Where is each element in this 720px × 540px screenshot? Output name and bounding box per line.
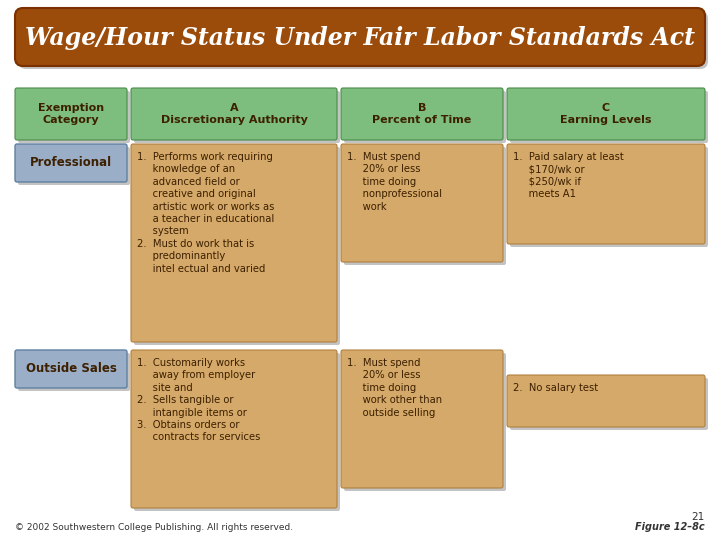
FancyBboxPatch shape <box>341 88 503 140</box>
FancyBboxPatch shape <box>18 11 708 69</box>
Text: 1.  Paid salary at least
     $170/wk or
     $250/wk if
     meets A1: 1. Paid salary at least $170/wk or $250/… <box>513 152 624 199</box>
Text: Professional: Professional <box>30 157 112 170</box>
FancyBboxPatch shape <box>18 91 130 143</box>
Text: 1.  Must spend
     20% or less
     time doing
     work other than
     outsid: 1. Must spend 20% or less time doing wor… <box>347 358 442 417</box>
Text: Exemption
Category: Exemption Category <box>38 103 104 125</box>
FancyBboxPatch shape <box>131 144 337 342</box>
Text: 2.  No salary test: 2. No salary test <box>513 383 598 393</box>
Text: 1.  Performs work requiring
     knowledge of an
     advanced field or
     cre: 1. Performs work requiring knowledge of … <box>137 152 274 274</box>
FancyBboxPatch shape <box>15 88 127 140</box>
FancyBboxPatch shape <box>18 147 130 185</box>
FancyBboxPatch shape <box>510 91 708 143</box>
FancyBboxPatch shape <box>15 144 127 182</box>
FancyBboxPatch shape <box>341 144 503 262</box>
FancyBboxPatch shape <box>344 91 506 143</box>
FancyBboxPatch shape <box>507 88 705 140</box>
FancyBboxPatch shape <box>131 88 337 140</box>
FancyBboxPatch shape <box>15 350 127 388</box>
FancyBboxPatch shape <box>131 350 337 508</box>
Text: Figure 12–8c: Figure 12–8c <box>635 522 705 532</box>
FancyBboxPatch shape <box>15 8 705 66</box>
FancyBboxPatch shape <box>134 353 340 511</box>
FancyBboxPatch shape <box>344 147 506 265</box>
FancyBboxPatch shape <box>341 350 503 488</box>
Text: 1.  Must spend
     20% or less
     time doing
     nonprofessional
     work: 1. Must spend 20% or less time doing non… <box>347 152 442 212</box>
FancyBboxPatch shape <box>507 375 705 427</box>
Text: C
Earning Levels: C Earning Levels <box>560 103 652 125</box>
FancyBboxPatch shape <box>18 353 130 391</box>
Text: © 2002 Southwestern College Publishing. All rights reserved.: © 2002 Southwestern College Publishing. … <box>15 523 293 532</box>
Text: 21: 21 <box>692 512 705 522</box>
FancyBboxPatch shape <box>510 147 708 247</box>
FancyBboxPatch shape <box>134 91 340 143</box>
FancyBboxPatch shape <box>510 378 708 430</box>
FancyBboxPatch shape <box>507 144 705 244</box>
Text: B
Percent of Time: B Percent of Time <box>372 103 472 125</box>
Text: A
Discretionary Authority: A Discretionary Authority <box>161 103 307 125</box>
Text: Outside Sales: Outside Sales <box>26 362 117 375</box>
FancyBboxPatch shape <box>134 147 340 345</box>
Text: 1.  Customarily works
     away from employer
     site and
2.  Sells tangible o: 1. Customarily works away from employer … <box>137 358 261 442</box>
FancyBboxPatch shape <box>344 353 506 491</box>
Text: Wage/Hour Status Under Fair Labor Standards Act: Wage/Hour Status Under Fair Labor Standa… <box>25 26 695 50</box>
